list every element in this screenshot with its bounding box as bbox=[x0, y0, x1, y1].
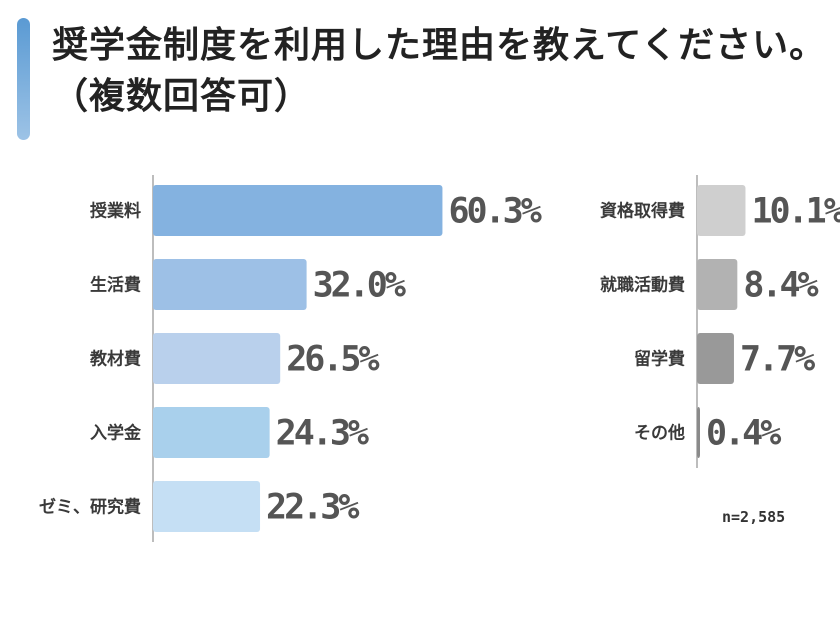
title-accent-bar bbox=[17, 18, 30, 140]
category-label: 授業料 bbox=[90, 201, 141, 222]
title-line-2: （複数回答可） bbox=[52, 76, 312, 117]
bar bbox=[697, 333, 734, 384]
bar bbox=[697, 259, 738, 310]
category-label: 教材費 bbox=[89, 349, 141, 370]
bar bbox=[153, 333, 281, 384]
category-label: 留学費 bbox=[634, 349, 685, 370]
category-label: その他 bbox=[634, 423, 685, 444]
sample-size-label: n=2,585 bbox=[722, 508, 786, 526]
value-label: 60.3% bbox=[448, 192, 541, 232]
left-bar-group: 授業料 60.3% 生活費 32.0% 教材費 26.5% 入学金 24.3% ゼミ、研究費 22… bbox=[39, 175, 545, 542]
category-label: 就職活動費 bbox=[600, 275, 685, 296]
category-label: ゼミ、研究費 bbox=[39, 497, 141, 518]
right-bar-group: 資格取得費 10.1% 就職活動費 8.4% 留学費 7.7% その他 0.4% bbox=[600, 175, 840, 468]
category-label: 入学金 bbox=[90, 423, 142, 444]
value-label: 7.7% bbox=[740, 340, 815, 380]
bar bbox=[153, 481, 261, 532]
bar bbox=[153, 259, 307, 310]
chart-title: 奨学金制度を利用した理由を教えてください。 （複数回答可） bbox=[52, 20, 826, 122]
value-label: 10.1% bbox=[751, 192, 840, 232]
bar bbox=[697, 407, 700, 458]
bar bbox=[697, 185, 746, 236]
value-label: 8.4% bbox=[743, 266, 818, 306]
value-label: 0.4% bbox=[706, 414, 781, 454]
value-label: 32.0% bbox=[313, 266, 406, 306]
value-label: 26.5% bbox=[286, 340, 379, 380]
bar bbox=[153, 185, 443, 236]
value-label: 24.3% bbox=[276, 414, 369, 454]
value-label: 22.3% bbox=[266, 488, 359, 528]
category-label: 生活費 bbox=[90, 275, 141, 296]
title-line-1: 奨学金制度を利用した理由を教えてください。 bbox=[52, 25, 827, 66]
category-label: 資格取得費 bbox=[600, 201, 685, 222]
bar bbox=[153, 407, 270, 458]
